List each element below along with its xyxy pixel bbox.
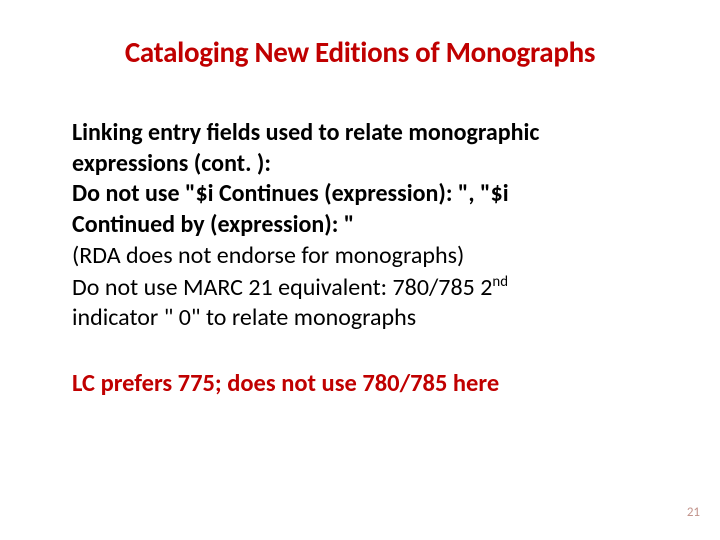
page-number: 21 <box>687 505 700 520</box>
body-line-2: expressions (cont. ): <box>72 149 648 180</box>
body-line-1: Linking entry fields used to relate mono… <box>72 118 648 149</box>
body-line-7: indicator " 0" to relate monographs <box>72 303 648 334</box>
body-line-6a: Do not use MARC 21 equivalent: 780/785 2 <box>72 273 492 302</box>
body-line-5: (RDA does not endorse for monographs) <box>72 241 648 272</box>
body-line-6: Do not use MARC 21 equivalent: 780/785 2… <box>72 272 648 304</box>
slide-title: Cataloging New Editions of Monographs <box>72 34 648 70</box>
body-line-3: Do not use "$i Continues (expression): "… <box>72 179 648 210</box>
ordinal-suffix: nd <box>492 272 508 290</box>
slide: Cataloging New Editions of Monographs Li… <box>0 0 720 540</box>
body-text: Linking entry fields used to relate mono… <box>72 118 648 334</box>
body-line-4: Continued by (expression): " <box>72 210 648 241</box>
footer-note: LC prefers 775; does not use 780/785 her… <box>72 368 648 400</box>
